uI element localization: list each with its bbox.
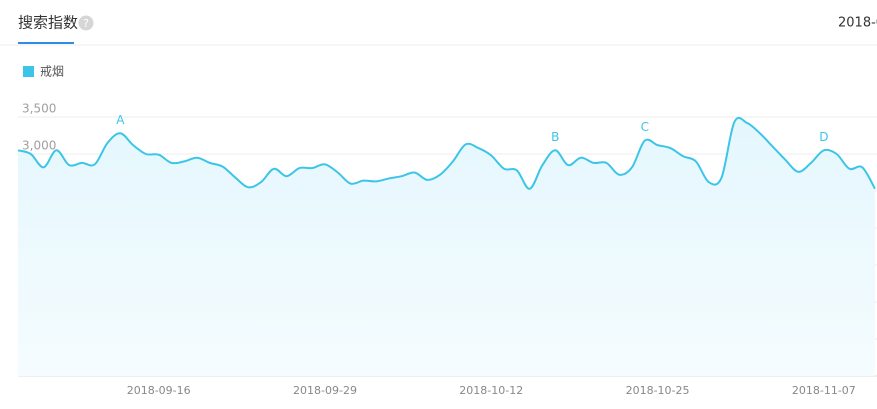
x-tick-label: 2018-09-29 bbox=[293, 384, 357, 397]
help-icon[interactable] bbox=[78, 15, 94, 31]
line bbox=[17, 116, 876, 190]
annotation-label: C bbox=[641, 120, 649, 134]
legend-label[interactable]: 戒烟 bbox=[40, 65, 64, 79]
x-tick-label: 2018-10-25 bbox=[626, 384, 690, 397]
area bbox=[18, 117, 875, 376]
y-tick-label: 3,000 bbox=[22, 139, 56, 153]
annotation-label: B bbox=[551, 130, 559, 144]
x-tick-label: 2018-10-12 bbox=[459, 384, 523, 397]
y-tick-label: 3,500 bbox=[22, 102, 56, 116]
date-range[interactable]: 2018-0 bbox=[838, 16, 877, 31]
x-tick-label: 2018-09-16 bbox=[127, 384, 191, 397]
tab-underline bbox=[18, 42, 74, 44]
legend-swatch[interactable] bbox=[23, 66, 34, 77]
help-icon-text: ? bbox=[83, 17, 89, 30]
annotation-label: A bbox=[116, 113, 125, 127]
x-tick-label: 2018-11-07 bbox=[792, 384, 856, 397]
tab-title[interactable]: 搜索指数 bbox=[18, 14, 78, 32]
annotation-label: D bbox=[819, 130, 828, 144]
